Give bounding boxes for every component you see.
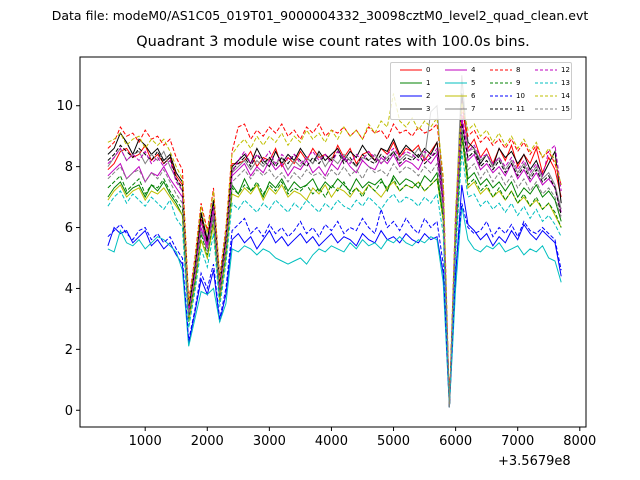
legend-label: 9: [516, 79, 521, 87]
series-line-14: [107, 93, 562, 405]
legend-swatch: [445, 69, 467, 71]
series-line-10: [107, 203, 562, 408]
legend-item-14: 14: [534, 91, 579, 101]
legend-item-7: 7: [444, 104, 489, 114]
legend-swatch: [445, 108, 467, 110]
legend-label: 6: [471, 92, 476, 100]
legend-swatch: [535, 108, 557, 110]
legend-item-10: 10: [489, 91, 534, 101]
legend-label: 15: [561, 105, 570, 113]
x-tick-label: 1000: [129, 434, 162, 449]
legend-item-2: 2: [399, 91, 444, 101]
legend-label: 0: [426, 66, 431, 74]
legend-label: 11: [516, 105, 525, 113]
legend-swatch: [400, 82, 422, 84]
plot-lines: [107, 75, 562, 408]
y-tick-label: 10: [56, 99, 73, 114]
legend-label: 5: [471, 79, 476, 87]
legend-item-8: 8: [489, 65, 534, 75]
legend-item-13: 13: [534, 78, 579, 88]
legend-swatch: [490, 95, 512, 97]
legend-swatch: [535, 82, 557, 84]
series-line-5: [107, 206, 562, 408]
legend-label: 10: [516, 92, 525, 100]
legend-label: 3: [426, 105, 431, 113]
legend-swatch: [535, 95, 557, 97]
x-tick-label: 4000: [315, 434, 348, 449]
legend-swatch: [490, 108, 512, 110]
x-tick-label: 2000: [191, 434, 224, 449]
x-tick-label: 5000: [377, 434, 410, 449]
legend-swatch: [490, 82, 512, 84]
series-line-4: [107, 117, 562, 408]
legend-item-4: 4: [444, 65, 489, 75]
y-tick-label: 8: [65, 160, 73, 175]
x-axis-offset-label: +3.5679e8: [498, 454, 571, 469]
legend-label: 8: [516, 66, 521, 74]
legend-swatch: [445, 82, 467, 84]
series-line-13: [107, 151, 562, 408]
legend-label: 2: [426, 92, 431, 100]
chart-title: Quadrant 3 module wise count rates with …: [136, 34, 530, 50]
series-line-15: [107, 126, 562, 408]
legend-item-0: 0: [399, 65, 444, 75]
legend-item-12: 12: [534, 65, 579, 75]
legend-item-5: 5: [444, 78, 489, 88]
series-line-12: [107, 114, 562, 408]
legend-item-11: 11: [489, 104, 534, 114]
legend-swatch: [445, 95, 467, 97]
x-axis: 1000 2000 3000 4000 5000 6000 7000 8000: [129, 427, 596, 449]
legend-swatch: [400, 95, 422, 97]
legend-swatch: [535, 69, 557, 71]
series-line-11: [107, 123, 562, 408]
y-tick-label: 0: [65, 404, 73, 419]
legend-swatch: [400, 69, 422, 71]
y-tick-label: 4: [65, 282, 73, 297]
legend-label: 12: [561, 66, 570, 74]
x-tick-label: 3000: [253, 434, 286, 449]
legend-item-3: 3: [399, 104, 444, 114]
plot-frame: [79, 56, 587, 428]
series-line-7: [107, 75, 562, 408]
x-tick-label: 7000: [501, 434, 534, 449]
series-line-8: [107, 111, 562, 405]
legend: 0 1 2 3 4 5 6 7 8 9 10 11 12 13 14 15: [390, 62, 572, 120]
legend-swatch: [490, 69, 512, 71]
legend-label: 14: [561, 92, 570, 100]
x-tick-label: 6000: [439, 434, 472, 449]
legend-label: 4: [471, 66, 476, 74]
legend-swatch: [400, 108, 422, 110]
series-line-9: [107, 136, 562, 408]
y-axis: 0 2 4 6 8 10: [56, 99, 80, 419]
series-line-3: [107, 93, 562, 408]
figure-suptitle: Data file: modeM0/AS1C05_019T01_90000043…: [51, 8, 589, 23]
legend-label: 7: [471, 105, 476, 113]
legend-item-9: 9: [489, 78, 534, 88]
x-tick-label: 8000: [563, 434, 596, 449]
legend-item-15: 15: [534, 104, 579, 114]
y-tick-label: 6: [65, 221, 73, 236]
legend-label: 1: [426, 79, 431, 87]
y-tick-label: 2: [65, 343, 73, 358]
legend-label: 13: [561, 79, 570, 87]
series-line-6: [107, 136, 562, 408]
legend-item-6: 6: [444, 91, 489, 101]
legend-item-1: 1: [399, 78, 444, 88]
